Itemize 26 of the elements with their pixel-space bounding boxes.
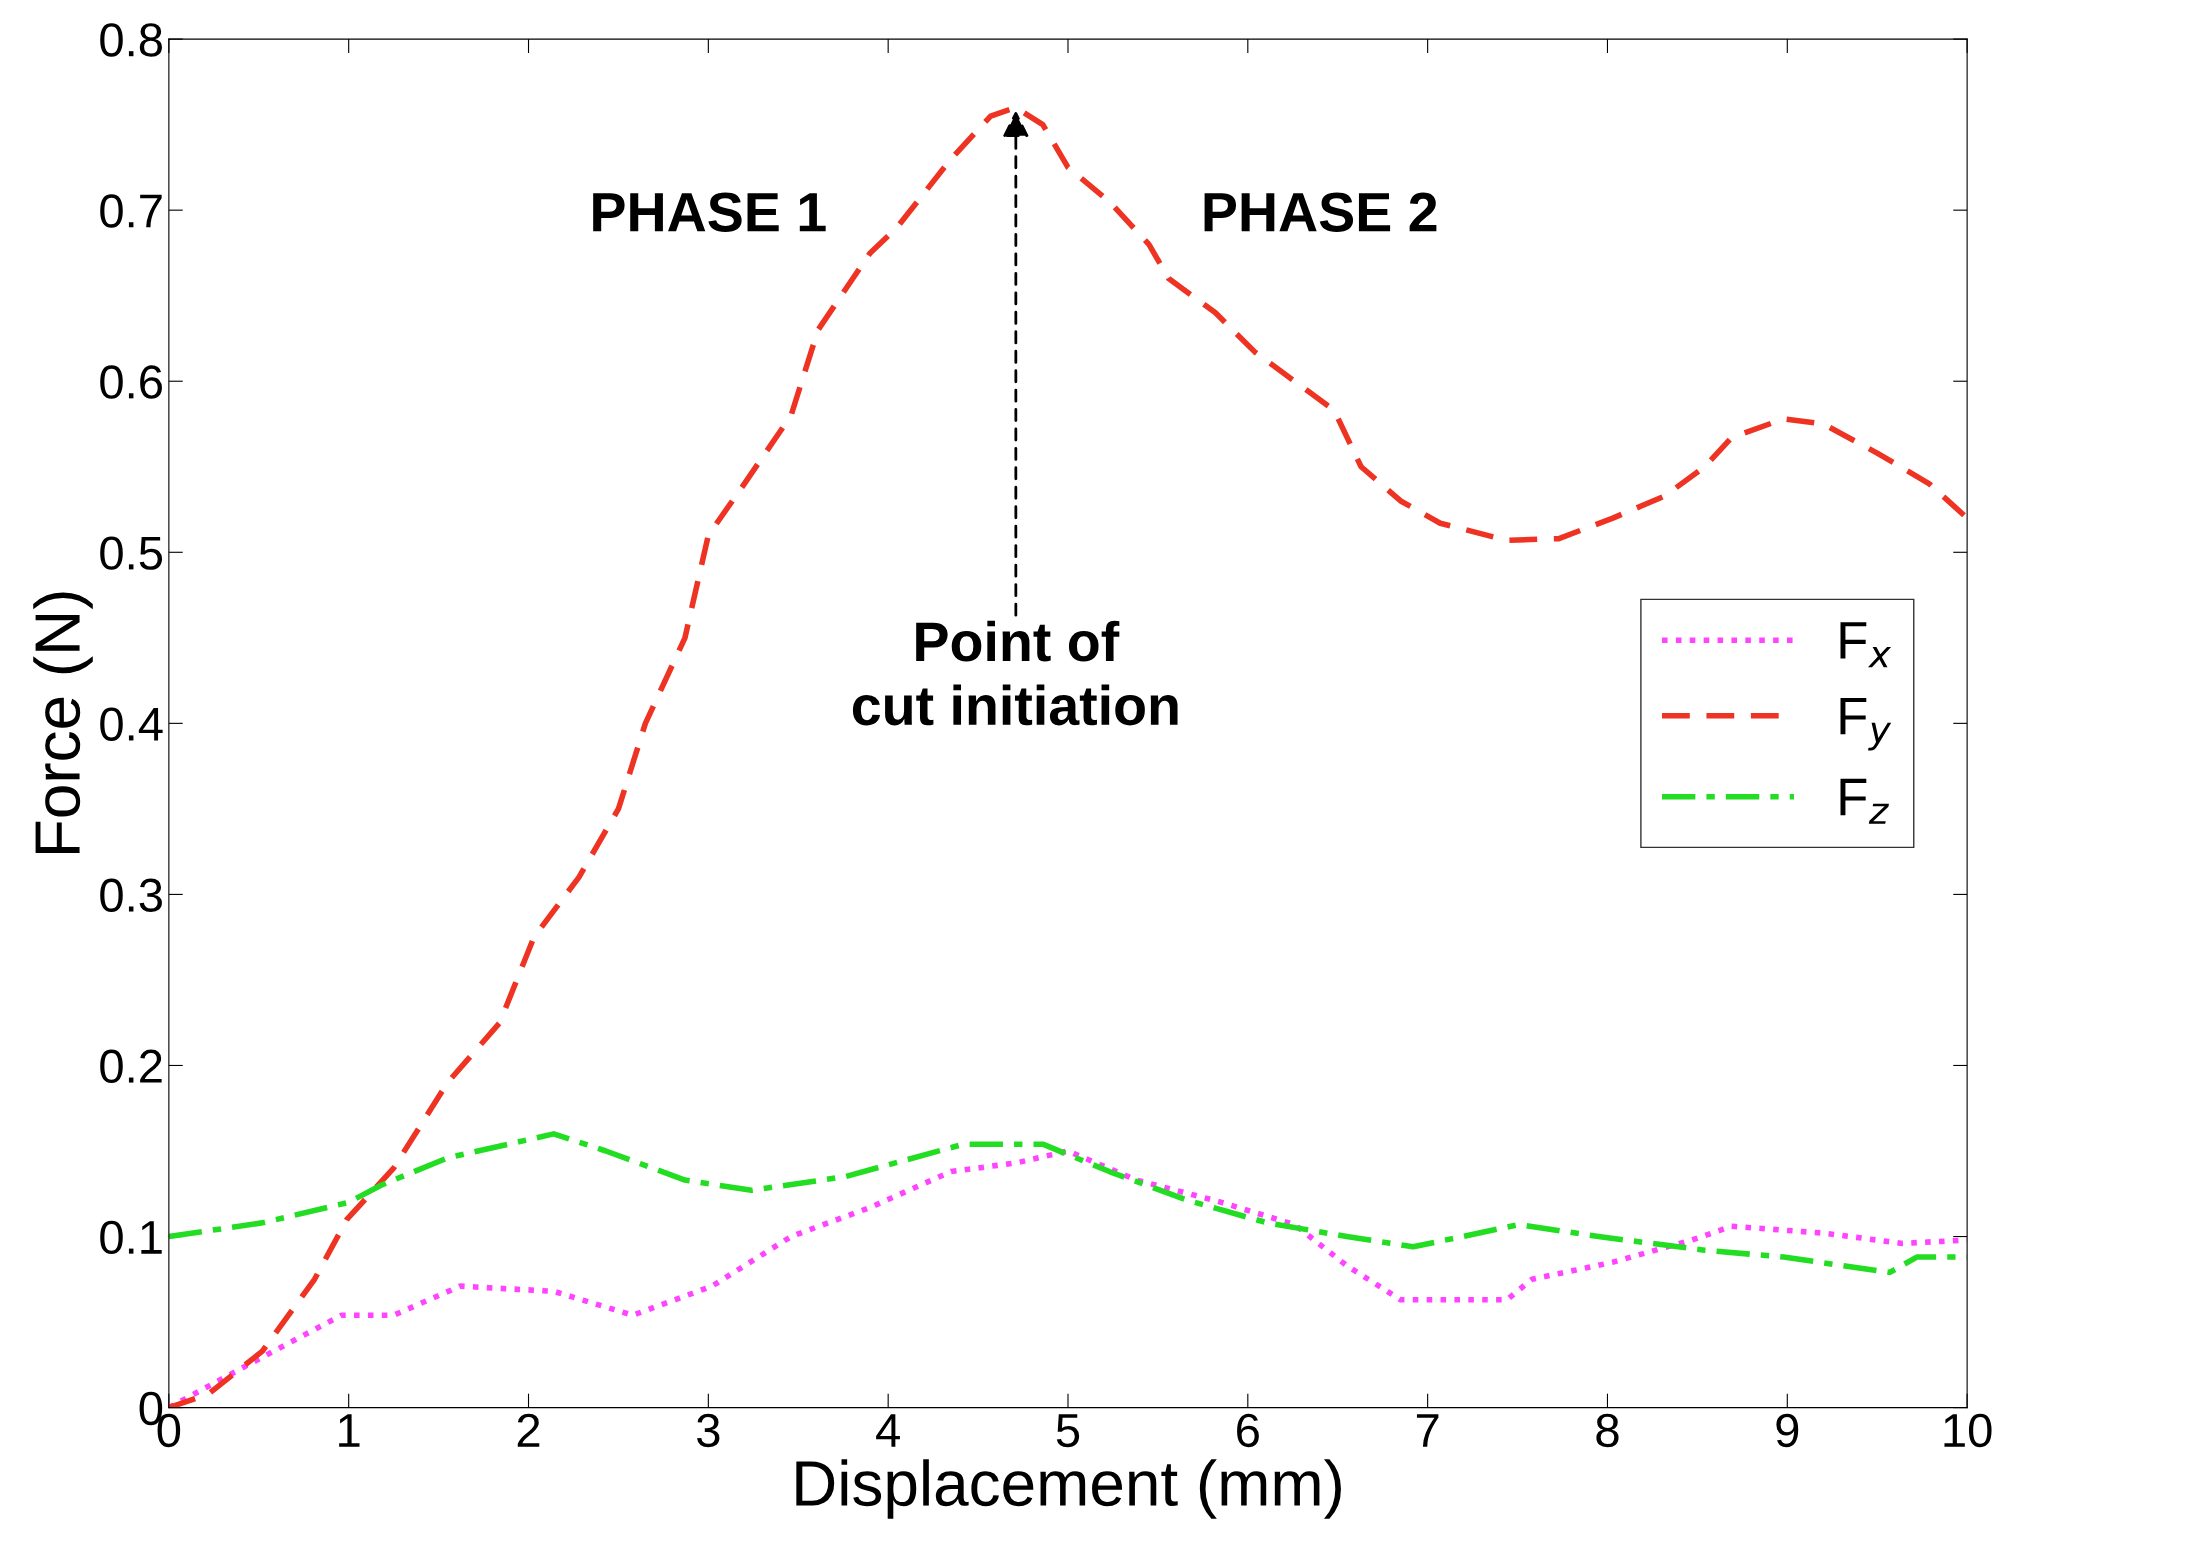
x-tick-label: 3	[697, 1413, 720, 1448]
y-tick-label: 0.4	[100, 707, 163, 741]
x-tick-label: 9	[1776, 1413, 1799, 1448]
annotation: PHASE 2	[1204, 192, 1437, 232]
x-tick-label: 2	[517, 1413, 540, 1447]
x-tick-label: 10	[1944, 1413, 1992, 1448]
x-tick-label: 1	[339, 1414, 360, 1447]
y-axis-title: Force (N)	[33, 592, 93, 853]
x-tick-label: 4	[876, 1414, 900, 1447]
x-tick-label: 5	[1056, 1414, 1080, 1448]
annotation: PHASE 1	[593, 192, 826, 232]
x-tick-label: 6	[1237, 1413, 1259, 1448]
y-tick-label: 0.8	[100, 23, 162, 57]
y-tick-label: 0.3	[100, 878, 162, 912]
y-tick-label: 0.7	[100, 194, 162, 228]
y-tick-label: 0.6	[100, 365, 162, 399]
y-tick-label: 0.1	[100, 1220, 162, 1255]
x-tick-label: 8	[1596, 1413, 1619, 1448]
y-tick-label: 0.2	[100, 1049, 162, 1084]
x-axis-title: Displacement (mm)	[796, 1459, 1341, 1519]
legend-label: F$_{y}$	[1840, 697, 1892, 751]
legend-label: F$_{z}$	[1840, 778, 1889, 824]
x-tick-label: 7	[1416, 1414, 1439, 1447]
y-tick-label: 0.5	[100, 536, 163, 570]
legend-label: F$_{x}$	[1840, 622, 1892, 668]
annotation: Point of cut initiation	[852, 620, 1178, 726]
